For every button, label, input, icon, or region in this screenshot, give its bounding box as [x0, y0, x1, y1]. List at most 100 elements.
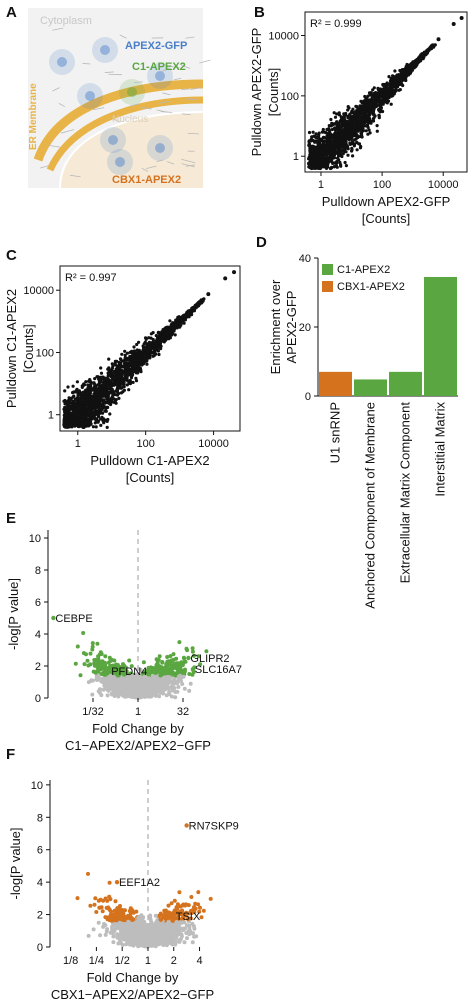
scatter-point: [323, 162, 327, 166]
background-point: [145, 675, 150, 680]
background-point: [130, 689, 135, 694]
scatter-point: [391, 88, 395, 92]
background-point: [148, 677, 153, 682]
scatter-point: [157, 337, 161, 341]
scatter-point: [145, 344, 149, 348]
background-point: [120, 691, 125, 696]
scatter-point: [309, 153, 313, 157]
scatter-point: [383, 83, 387, 88]
scatter-point: [360, 133, 364, 137]
scatter-point: [73, 406, 77, 411]
scatter-point: [133, 364, 137, 369]
background-point: [131, 679, 136, 684]
background-point: [116, 685, 121, 689]
category-label: Extracellular Matrix Component: [398, 402, 413, 584]
scatter-point: [324, 143, 328, 147]
scatter-point: [404, 66, 408, 70]
scatter-point: [337, 111, 341, 115]
scatter-point: [431, 43, 435, 47]
background-point: [106, 682, 111, 687]
scatter-point: [110, 377, 114, 382]
background-point: [127, 680, 132, 685]
background-point: [136, 688, 141, 693]
scatter-point: [107, 398, 111, 403]
scatter-point: [322, 160, 326, 164]
scatter-point: [397, 78, 401, 82]
scatter-point: [343, 126, 347, 130]
background-point: [154, 693, 158, 698]
scatter-point: [380, 98, 384, 102]
scatter-point: [102, 381, 106, 385]
scatter-point: [77, 421, 81, 425]
significant-point: [151, 669, 156, 674]
background-point: [176, 676, 181, 681]
background-point: [142, 689, 146, 694]
scatter-point: [165, 332, 169, 336]
scatter-point: [382, 92, 386, 96]
scatter-point: [70, 417, 74, 421]
scatter-point: [117, 377, 122, 381]
scatter-point: [68, 422, 72, 426]
scatter-point: [378, 87, 383, 91]
scatter-point: [63, 398, 67, 403]
background-point: [146, 687, 151, 691]
scatter-point: [105, 390, 109, 394]
scatter-point: [330, 140, 334, 144]
scatter-point: [85, 410, 89, 414]
scatter-point: [365, 106, 369, 110]
scatter-point: [307, 139, 312, 143]
scatter-point: [148, 344, 152, 349]
scatter-point: [415, 61, 419, 65]
background-point: [133, 693, 138, 698]
background-point: [119, 679, 124, 684]
significant-point: [141, 660, 146, 665]
scatter-point: [82, 418, 86, 422]
scatter-point: [401, 74, 405, 78]
scatter-point: [415, 61, 419, 65]
scatter-point: [174, 322, 178, 327]
scatter-point: [352, 121, 356, 125]
scatter-point: [331, 133, 335, 137]
scatter-point: [426, 49, 430, 53]
background-point: [150, 684, 155, 689]
scatter-point: [90, 395, 94, 399]
scatter-point: [141, 349, 145, 354]
scatter-point: [76, 424, 80, 428]
scatter-point: [111, 381, 115, 385]
scatter-point: [156, 349, 160, 353]
scatter-point: [406, 66, 411, 70]
background-point: [162, 679, 167, 684]
background-point: [129, 688, 134, 693]
scatter-point: [353, 129, 357, 133]
scatter-point: [68, 407, 72, 411]
scatter-point: [392, 79, 396, 83]
scatter-point: [181, 315, 185, 319]
scatter-point: [174, 325, 178, 330]
scatter-point: [353, 131, 357, 135]
scatter-point: [78, 399, 82, 403]
scatter-point: [352, 113, 356, 118]
scatter-point: [371, 119, 376, 123]
scatter-point: [310, 166, 315, 170]
background-point: [114, 692, 119, 697]
scatter-point: [200, 298, 204, 303]
scatter-point: [66, 423, 70, 428]
significant-point: [93, 657, 98, 662]
scatter-point: [91, 425, 95, 429]
scatter-point: [151, 340, 155, 344]
background-point: [133, 680, 137, 685]
scatter-point: [163, 329, 167, 333]
scatter-point: [373, 105, 377, 109]
scatter-point: [157, 352, 161, 357]
scatter-point: [80, 412, 84, 416]
scatter-point: [318, 139, 322, 144]
scatter-point: [99, 389, 103, 393]
significant-point: [106, 671, 111, 676]
scatter-point: [133, 354, 137, 358]
scatter-point: [318, 154, 322, 158]
scatter-point: [184, 313, 189, 317]
scatter-point: [368, 103, 372, 107]
background-point: [127, 691, 132, 696]
scatter-point: [139, 353, 144, 357]
scatter-point: [105, 396, 109, 400]
